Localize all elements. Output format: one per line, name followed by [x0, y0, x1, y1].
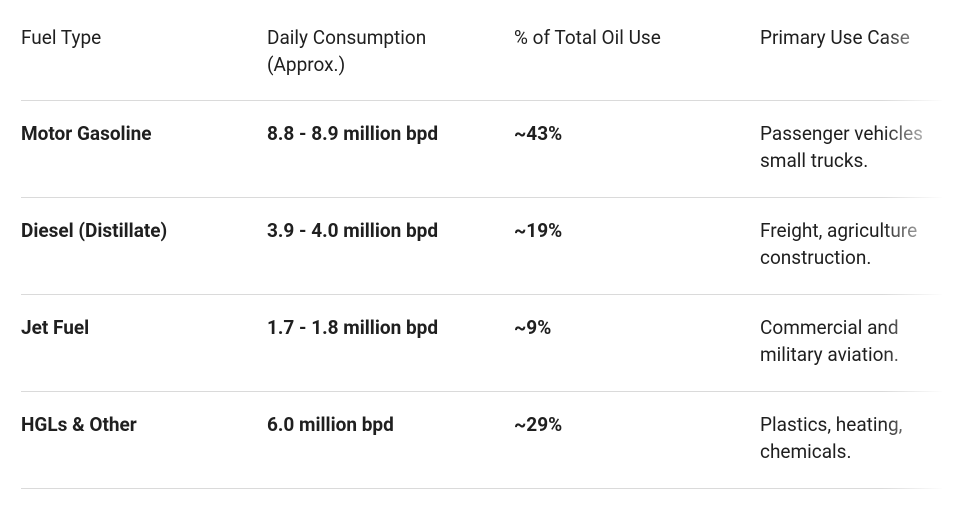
row-divider: [21, 197, 942, 198]
table-cell: chemicals.: [760, 440, 852, 463]
table-cell: Plastics, heating,: [760, 413, 903, 436]
table-cell: Freight, agriculture: [760, 219, 918, 242]
table-cell: 6.0 million bpd: [267, 413, 394, 436]
table-cell: Commercial and: [760, 316, 899, 339]
table-cell: construction.: [760, 246, 872, 269]
table-cell: ~9%: [514, 316, 552, 339]
table-cell: 1.7 - 1.8 million bpd: [267, 316, 439, 339]
table-cell: 3.9 - 4.0 million bpd: [267, 219, 439, 242]
header-cell: Daily Consumption: [267, 26, 427, 49]
table-cell: small trucks.: [760, 149, 869, 172]
table-cell: 8.8 - 8.9 million bpd: [267, 122, 439, 145]
row-divider: [21, 391, 942, 392]
table-cell: ~19%: [514, 219, 563, 242]
header-cell: % of Total Oil Use: [514, 26, 661, 49]
row-header: Jet Fuel: [21, 316, 90, 339]
row-divider: [21, 294, 942, 295]
header-cell: Primary Use Case: [760, 26, 910, 49]
row-divider: [21, 488, 942, 489]
table: Fuel Type Daily Consumption (Approx.) % of …: [21, 26, 942, 489]
row-header: HGLs & Other: [21, 413, 137, 436]
row-header: Motor Gasoline: [21, 122, 152, 145]
fade-overlay: [882, 0, 942, 509]
table-cell: ~43%: [514, 122, 563, 145]
header-cell: Fuel Type: [21, 26, 102, 49]
row-divider: [21, 100, 942, 101]
table-cell: military aviation.: [760, 343, 899, 366]
row-header: Diesel (Distillate): [21, 219, 168, 242]
header-cell: (Approx.): [267, 53, 346, 76]
table-cell: ~29%: [514, 413, 563, 436]
